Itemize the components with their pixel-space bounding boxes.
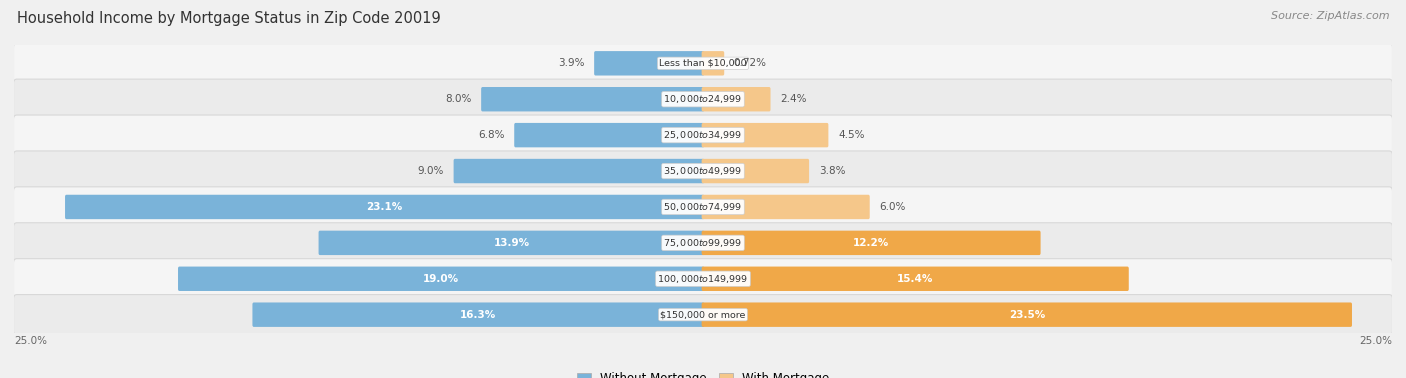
Text: 13.9%: 13.9%	[494, 238, 530, 248]
Legend: Without Mortgage, With Mortgage: Without Mortgage, With Mortgage	[572, 367, 834, 378]
FancyBboxPatch shape	[702, 123, 828, 147]
Text: Household Income by Mortgage Status in Zip Code 20019: Household Income by Mortgage Status in Z…	[17, 11, 440, 26]
FancyBboxPatch shape	[14, 294, 1392, 335]
FancyBboxPatch shape	[14, 223, 1392, 263]
Text: 6.0%: 6.0%	[879, 202, 905, 212]
Text: 3.9%: 3.9%	[558, 58, 585, 68]
FancyBboxPatch shape	[253, 302, 704, 327]
Text: $75,000 to $99,999: $75,000 to $99,999	[664, 237, 742, 249]
FancyBboxPatch shape	[702, 266, 1129, 291]
FancyBboxPatch shape	[595, 51, 704, 76]
Text: 15.4%: 15.4%	[897, 274, 934, 284]
Text: 23.5%: 23.5%	[1008, 310, 1045, 320]
Text: 9.0%: 9.0%	[418, 166, 444, 176]
FancyBboxPatch shape	[702, 159, 808, 183]
Text: Less than $10,000: Less than $10,000	[659, 59, 747, 68]
Text: $150,000 or more: $150,000 or more	[661, 310, 745, 319]
Text: 25.0%: 25.0%	[14, 336, 46, 345]
FancyBboxPatch shape	[702, 51, 724, 76]
FancyBboxPatch shape	[702, 302, 1353, 327]
FancyBboxPatch shape	[14, 187, 1392, 227]
FancyBboxPatch shape	[481, 87, 704, 112]
FancyBboxPatch shape	[65, 195, 704, 219]
Text: 3.8%: 3.8%	[818, 166, 845, 176]
Text: 25.0%: 25.0%	[1360, 336, 1392, 345]
FancyBboxPatch shape	[319, 231, 704, 255]
FancyBboxPatch shape	[14, 151, 1392, 191]
FancyBboxPatch shape	[14, 115, 1392, 155]
FancyBboxPatch shape	[14, 259, 1392, 299]
Text: $10,000 to $24,999: $10,000 to $24,999	[664, 93, 742, 105]
Text: 4.5%: 4.5%	[838, 130, 865, 140]
FancyBboxPatch shape	[14, 79, 1392, 119]
Text: 0.72%: 0.72%	[734, 58, 766, 68]
FancyBboxPatch shape	[179, 266, 704, 291]
Text: $50,000 to $74,999: $50,000 to $74,999	[664, 201, 742, 213]
FancyBboxPatch shape	[702, 195, 870, 219]
FancyBboxPatch shape	[14, 43, 1392, 84]
Text: 2.4%: 2.4%	[780, 94, 807, 104]
FancyBboxPatch shape	[515, 123, 704, 147]
Text: Source: ZipAtlas.com: Source: ZipAtlas.com	[1271, 11, 1389, 21]
Text: $35,000 to $49,999: $35,000 to $49,999	[664, 165, 742, 177]
Text: $100,000 to $149,999: $100,000 to $149,999	[658, 273, 748, 285]
FancyBboxPatch shape	[702, 231, 1040, 255]
FancyBboxPatch shape	[454, 159, 704, 183]
FancyBboxPatch shape	[702, 87, 770, 112]
Text: 16.3%: 16.3%	[460, 310, 496, 320]
Text: $25,000 to $34,999: $25,000 to $34,999	[664, 129, 742, 141]
Text: 6.8%: 6.8%	[478, 130, 505, 140]
Text: 8.0%: 8.0%	[446, 94, 471, 104]
Text: 19.0%: 19.0%	[423, 274, 460, 284]
Text: 12.2%: 12.2%	[853, 238, 889, 248]
Text: 23.1%: 23.1%	[367, 202, 404, 212]
